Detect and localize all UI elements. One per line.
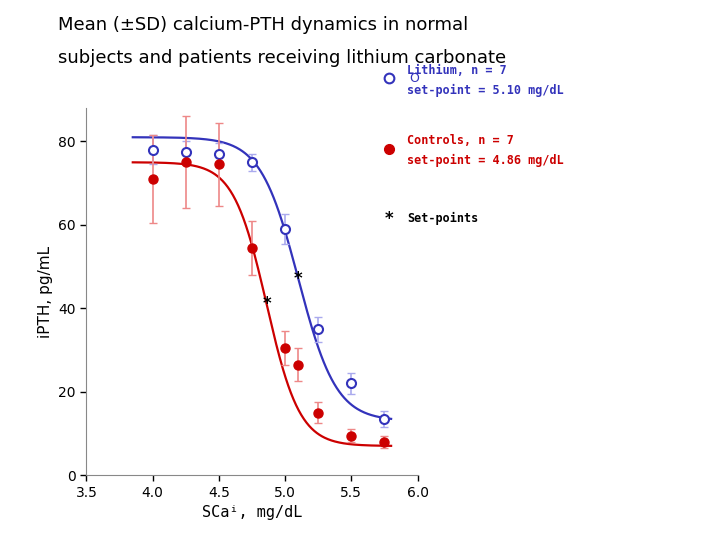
Text: O: O <box>409 72 419 85</box>
Text: Lithium, n = 7: Lithium, n = 7 <box>407 64 507 77</box>
Text: set-point = 5.10 mg/dL: set-point = 5.10 mg/dL <box>407 84 564 97</box>
Y-axis label: iPTH, pg/mL: iPTH, pg/mL <box>38 246 53 338</box>
X-axis label: SCaⁱ, mg/dL: SCaⁱ, mg/dL <box>202 505 302 520</box>
Text: Set-points: Set-points <box>407 212 478 225</box>
Text: Mean (±SD) calcium-PTH dynamics in normal: Mean (±SD) calcium-PTH dynamics in norma… <box>58 16 468 34</box>
Text: Controls, n = 7: Controls, n = 7 <box>407 134 513 147</box>
Text: *: * <box>294 270 302 288</box>
Text: *: * <box>262 295 271 313</box>
Text: set-point = 4.86 mg/dL: set-point = 4.86 mg/dL <box>407 154 564 167</box>
Text: *: * <box>384 210 393 228</box>
Text: subjects and patients receiving lithium carbonate: subjects and patients receiving lithium … <box>58 49 505 66</box>
